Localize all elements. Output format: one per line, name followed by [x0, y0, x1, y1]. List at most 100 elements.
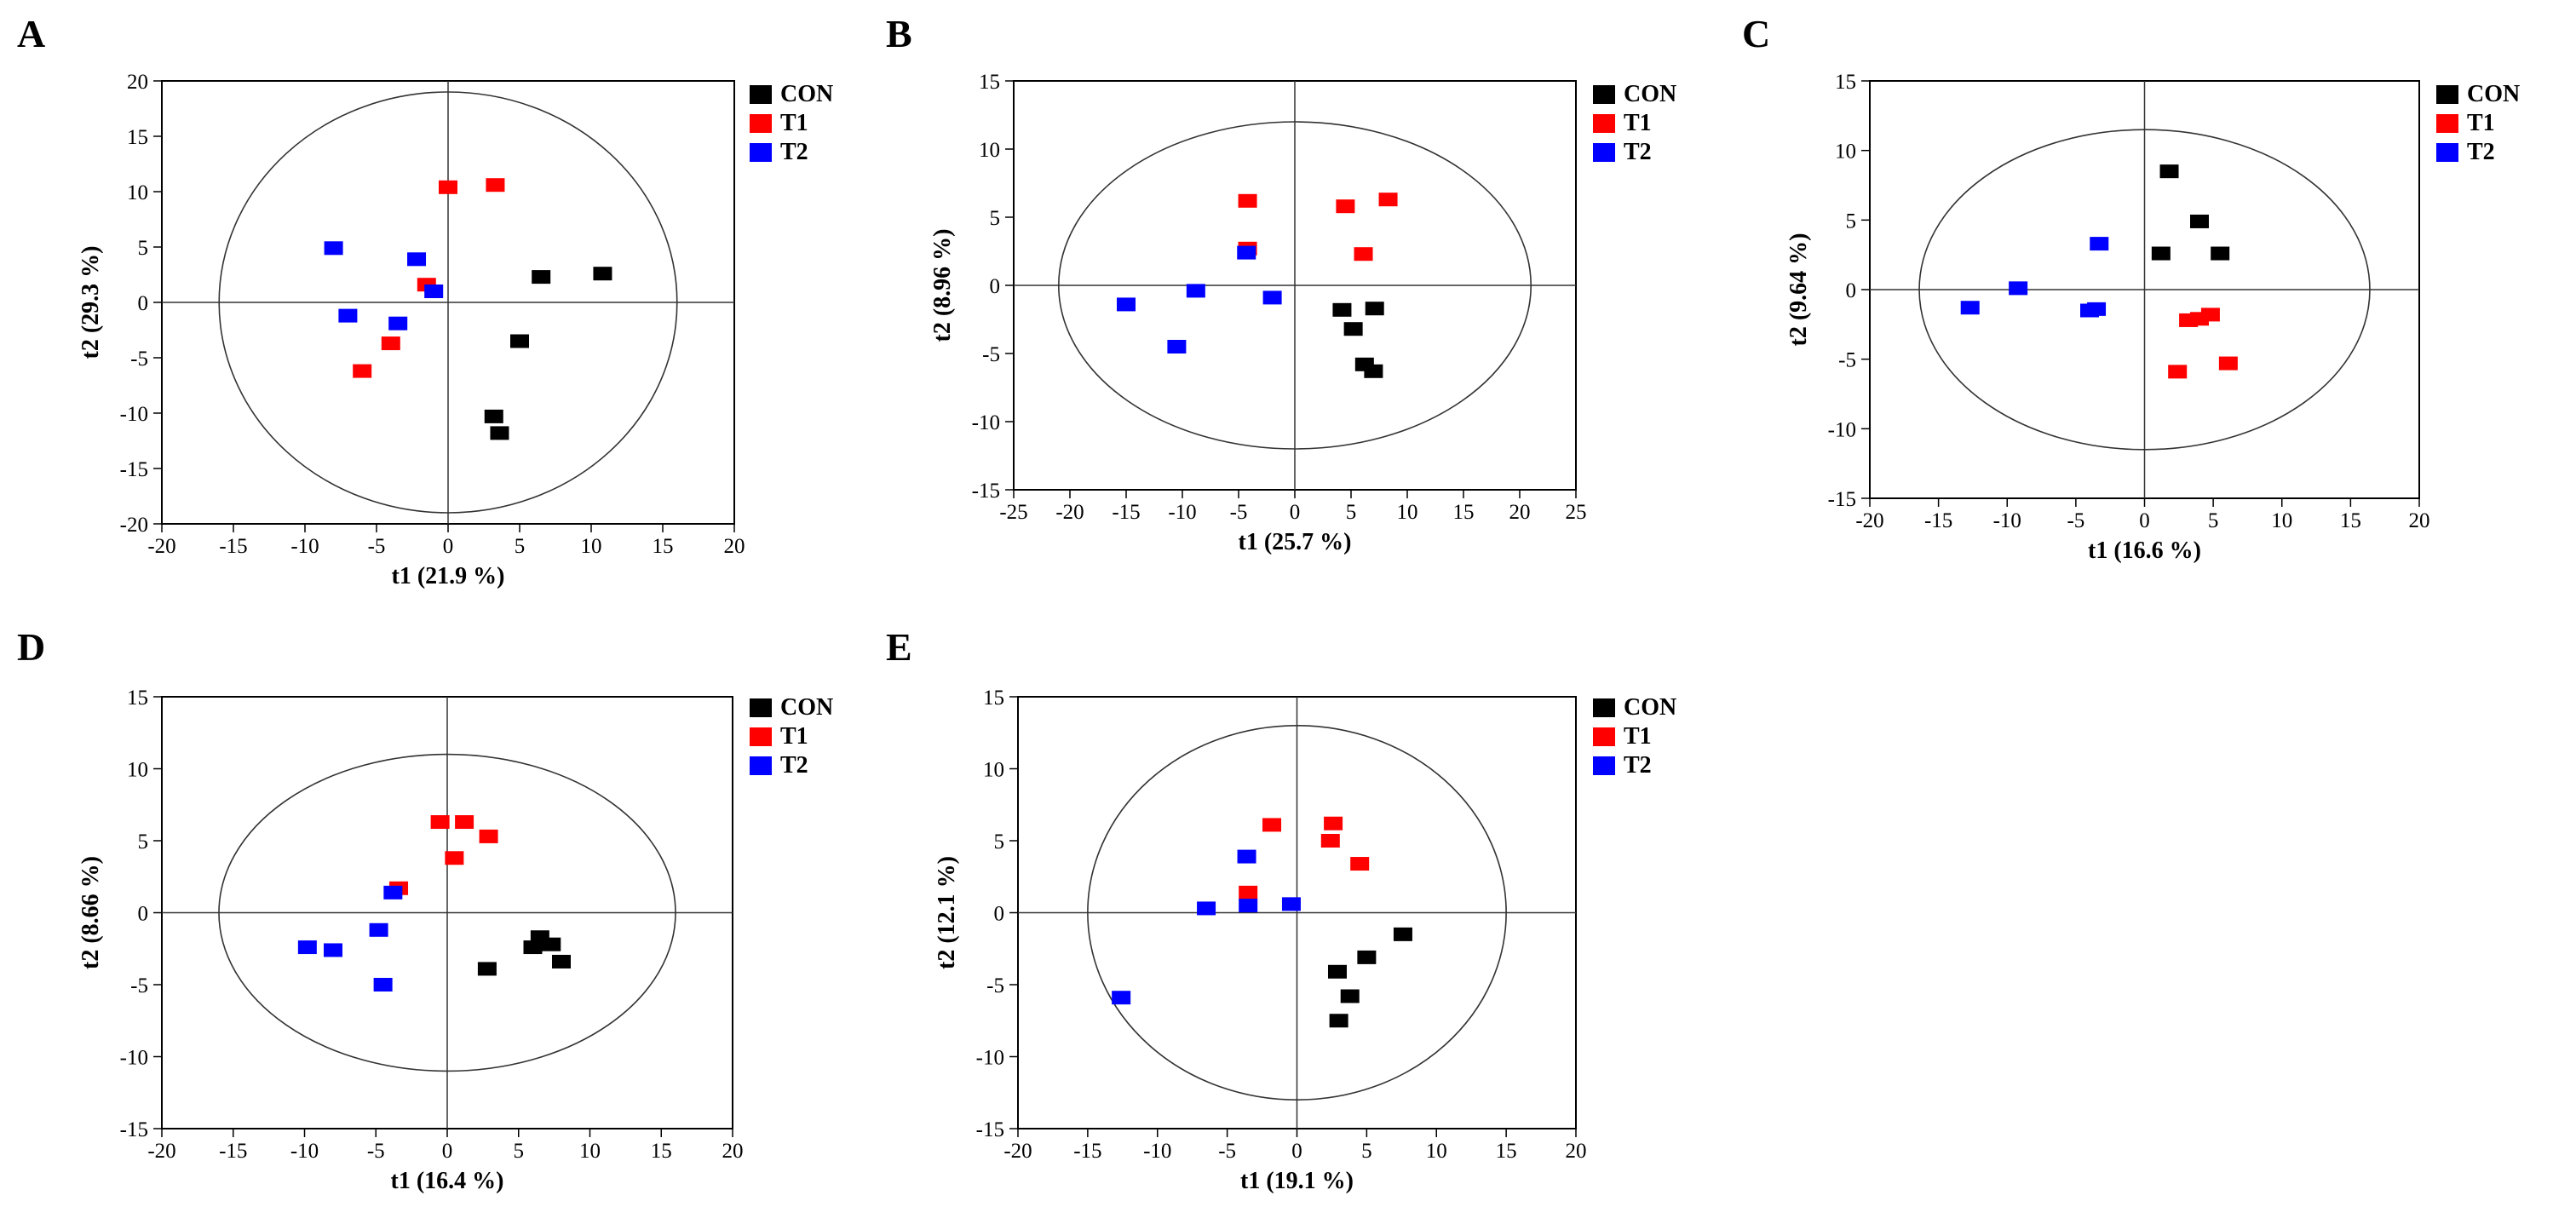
panel-d-y-tick-label: -15	[120, 1118, 148, 1141]
panel-e-point-con	[1393, 927, 1412, 941]
panel-c-x-tick-label: 15	[2340, 509, 2361, 532]
panel-a-point-con	[490, 426, 509, 440]
panel-b-letter-label: B	[886, 12, 912, 55]
panel-b-y-tick-label: 10	[979, 139, 1000, 162]
panel-b-x-tick-label: 0	[1290, 501, 1301, 524]
panel-e-point-t2	[1237, 849, 1256, 864]
panel-b: -25 -20 -15 -10 -5 0 5 10 15 20 25 -15 -10 -5 0 5 10 15 t1…	[886, 12, 1676, 555]
panel-e-confidence-ellipse	[1087, 724, 1507, 1101]
panel-b-y-tick-label: -5	[982, 343, 1000, 366]
panel-c-legend-swatch-t1	[2436, 114, 2458, 133]
panel-b-x-tick-label: -20	[1055, 501, 1084, 524]
panel-a-legend-label-con: CON	[780, 81, 833, 107]
panel-c-point-t1	[2168, 365, 2188, 379]
panel-a-y-tick-label: -10	[120, 403, 148, 426]
panel-a-legend-swatch-con	[750, 85, 772, 104]
panel-d-x-tick-label: -10	[290, 1140, 319, 1163]
panel-b-x-axis-label: t1 (25.7 %)	[1239, 529, 1352, 555]
panel-a-point-t2	[324, 241, 343, 256]
panel-e-legend-label-con: CON	[1624, 694, 1676, 721]
panel-e-point-t2	[1197, 901, 1216, 916]
panel-c-x-tick-label: -10	[1993, 509, 2021, 532]
panel-d-legend-swatch-t2	[750, 756, 772, 775]
panel-b-y-tick-label: -10	[972, 411, 1000, 434]
panel-b-legend-label-con: CON	[1624, 81, 1676, 107]
panel-e-y-tick-label: 10	[983, 759, 1004, 782]
panel-d-point-t2	[369, 922, 388, 937]
panel-e-point-con	[1327, 964, 1347, 979]
panel-a-x-tick-label: 0	[443, 535, 454, 558]
panel-e-x-axis-label: t1 (19.1 %)	[1240, 1168, 1354, 1194]
panel-d-point-t1	[430, 815, 450, 830]
panel-a-point-t2	[388, 316, 408, 330]
panel-b-x-tick-label: 25	[1566, 501, 1587, 524]
panel-d-x-tick-label: 20	[722, 1140, 744, 1163]
panel-c-y-tick-label: -10	[1828, 418, 1856, 441]
panel-d-point-con	[552, 954, 571, 968]
panel-b-point-con	[1365, 302, 1384, 316]
panel-c-y-tick-label: -15	[1828, 488, 1856, 511]
panel-a-y-tick-label: -15	[120, 458, 148, 481]
panel-c-legend-label-t2: T2	[2467, 139, 2495, 165]
panel-a-point-t1	[439, 180, 457, 194]
panel-a-x-tick-label: 5	[515, 535, 526, 558]
panel-c-y-tick-label: 10	[1835, 141, 1856, 164]
panel-e-letter-label: E	[886, 625, 912, 669]
panel-a-y-tick-label: -20	[120, 514, 148, 537]
panel-d-point-t2	[324, 943, 342, 957]
panel-a-point-t2	[407, 252, 427, 267]
panel-c-y-axis-label: t2 (9.64 %)	[1785, 233, 1812, 347]
panel-a-y-axis-label: t2 (29.3 %)	[78, 246, 104, 359]
panel-d-y-tick-label: -5	[130, 974, 148, 997]
panel-d-legend-swatch-t1	[750, 727, 772, 746]
panel-d-x-tick-label: -20	[147, 1140, 175, 1163]
panel-a-confidence-ellipse	[218, 91, 678, 514]
panel-c-confidence-ellipse	[1918, 129, 2371, 451]
panel-d-point-con	[542, 937, 561, 951]
panel-b-legend-swatch-t2	[1593, 143, 1615, 162]
panel-e-x-tick-label: -10	[1143, 1140, 1171, 1163]
panel-e-point-t2	[1112, 991, 1131, 1005]
panel-e-legend-swatch-con	[1593, 698, 1615, 717]
panel-e-point-con	[1329, 1014, 1348, 1028]
panel-b-point-t2	[1117, 297, 1136, 312]
panel-b-legend-swatch-t1	[1593, 114, 1615, 133]
panel-b-point-t2	[1186, 284, 1205, 298]
panel-d-x-tick-label: -5	[367, 1140, 385, 1163]
panel-d-y-tick-label: 15	[127, 687, 148, 710]
panel-d-point-t1	[455, 815, 474, 830]
panel-c-legend-label-con: CON	[2467, 81, 2520, 107]
panel-a-point-t2	[338, 308, 358, 323]
panel-e-point-t2	[1239, 899, 1258, 913]
panel-a-y-tick-label: 0	[138, 292, 149, 315]
panel-a-x-axis-label: t1 (21.9 %)	[392, 563, 505, 589]
panel-d-y-tick-label: 5	[138, 831, 149, 854]
panel-b-legend-swatch-con	[1593, 85, 1615, 104]
panel-b-point-t1	[1378, 193, 1398, 207]
panel-a-point-con	[593, 267, 612, 281]
panel-e-y-tick-label: 15	[983, 687, 1004, 710]
panel-a-y-tick-label: 15	[127, 126, 148, 149]
panel-c-legend-swatch-con	[2436, 85, 2458, 104]
panel-c-point-con	[2159, 164, 2179, 179]
panel-a-y-tick-label: 10	[127, 181, 148, 204]
panel-a-x-tick-label: 15	[653, 535, 674, 558]
panel-b-confidence-ellipse	[1058, 121, 1532, 450]
panel-c-x-tick-label: 10	[2271, 509, 2292, 532]
panel-c-x-tick-label: -5	[2067, 509, 2084, 532]
panel-d-x-tick-label: 5	[514, 1140, 525, 1163]
panel-d-legend-label-con: CON	[780, 694, 833, 721]
panel-a-x-tick-label: -10	[290, 535, 319, 558]
panel-a-point-con	[532, 270, 551, 285]
panel-d-point-t2	[373, 978, 393, 991]
panel-b-point-t1	[1238, 193, 1257, 208]
panel-a-x-tick-label: 20	[724, 535, 745, 558]
panel-b-legend-label-t1: T1	[1624, 110, 1652, 136]
panel-b-point-t1	[1336, 199, 1355, 214]
panel-c-point-t2	[1960, 301, 1980, 315]
panel-d-y-tick-label: -10	[120, 1047, 148, 1070]
